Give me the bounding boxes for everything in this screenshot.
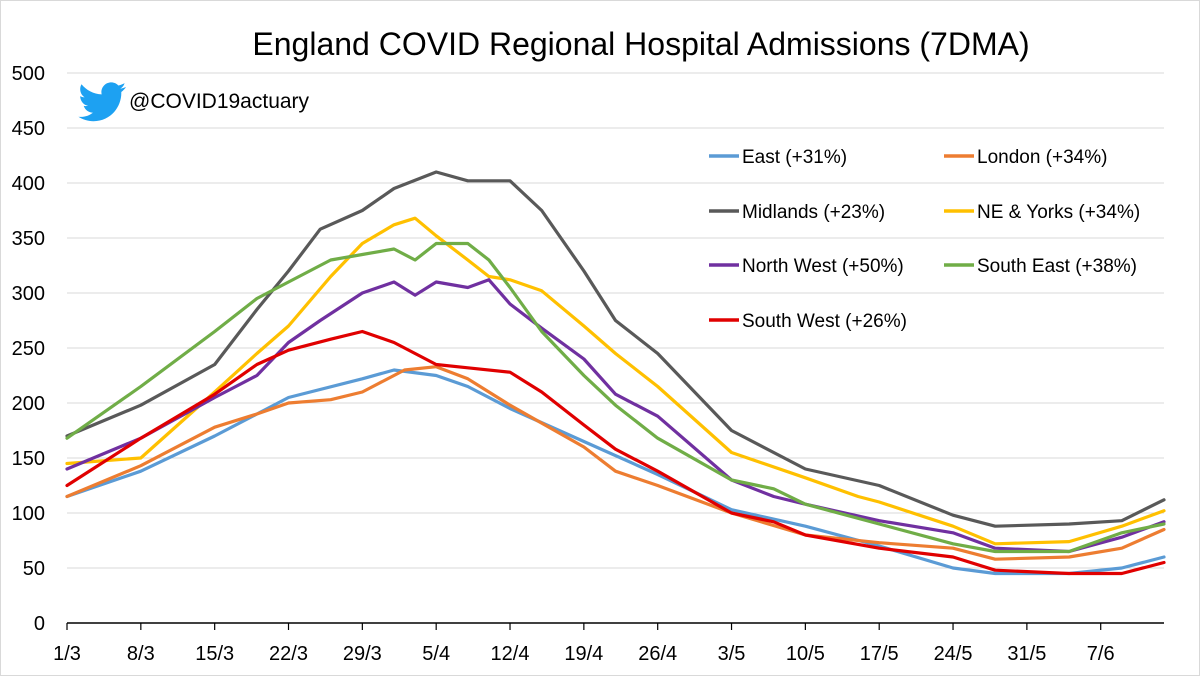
series-line-south-west xyxy=(65,329,1166,576)
y-tick-label: 250 xyxy=(12,338,45,360)
legend-label: South East (+38%) xyxy=(977,256,1137,277)
legend-label: London (+34%) xyxy=(977,147,1107,168)
legend-label: North West (+50%) xyxy=(742,256,904,277)
x-tick-label: 10/5 xyxy=(786,643,825,665)
y-tick-label: 400 xyxy=(12,173,45,195)
x-tick-label: 5/4 xyxy=(422,643,450,665)
series-line-north-west xyxy=(65,278,1166,554)
series-line-london xyxy=(65,365,1166,561)
y-tick-label: 350 xyxy=(12,228,45,250)
legend: East (+31%) London (+34%) Midlands (+23%) N… xyxy=(709,147,1140,332)
y-tick-label: 450 xyxy=(12,118,45,140)
x-tick-label: 31/5 xyxy=(1007,643,1046,665)
x-axis-ticks: 1/3 8/3 15/3 22/3 29/3 5/4 12/4 19/4 26/4 3/5 10/5… xyxy=(53,622,1164,665)
y-tick-label: 50 xyxy=(23,558,45,580)
y-tick-label: 0 xyxy=(34,613,45,635)
x-tick-label: 8/3 xyxy=(127,643,155,665)
twitter-bird-icon xyxy=(78,82,126,122)
series-lines xyxy=(65,170,1166,576)
x-tick-label: 1/3 xyxy=(53,643,81,665)
y-tick-label: 150 xyxy=(12,448,45,470)
x-tick-label: 26/4 xyxy=(638,643,677,665)
twitter-logo-icon xyxy=(78,82,126,122)
series-line-midlands xyxy=(65,170,1166,528)
legend-label: South West (+26%) xyxy=(742,311,907,332)
y-tick-label: 500 xyxy=(12,63,45,85)
x-tick-label: 12/4 xyxy=(491,643,530,665)
legend-label: East (+31%) xyxy=(742,147,847,168)
x-tick-label: 17/5 xyxy=(860,643,899,665)
x-tick-label: 3/5 xyxy=(718,643,746,665)
x-tick-label: 29/3 xyxy=(343,643,382,665)
twitter-handle: @COVID19actuary xyxy=(129,90,310,113)
y-axis-ticks: 0 50 100 150 200 250 300 350 400 450 500 xyxy=(12,63,45,635)
gridlines xyxy=(67,72,1164,569)
x-tick-label: 15/3 xyxy=(195,643,234,665)
y-tick-label: 100 xyxy=(12,503,45,525)
x-tick-label: 24/5 xyxy=(934,643,973,665)
legend-label: NE & Yorks (+34%) xyxy=(977,202,1140,223)
series-line-ne-yorks xyxy=(65,216,1166,546)
y-tick-label: 300 xyxy=(12,283,45,305)
chart-title: England COVID Regional Hospital Admissio… xyxy=(252,26,1029,62)
series-line-south-east xyxy=(65,241,1166,554)
y-tick-label: 200 xyxy=(12,393,45,415)
x-tick-label: 7/6 xyxy=(1087,643,1115,665)
legend-label: Midlands (+23%) xyxy=(742,202,885,223)
x-tick-label: 19/4 xyxy=(564,643,603,665)
x-tick-label: 22/3 xyxy=(269,643,308,665)
